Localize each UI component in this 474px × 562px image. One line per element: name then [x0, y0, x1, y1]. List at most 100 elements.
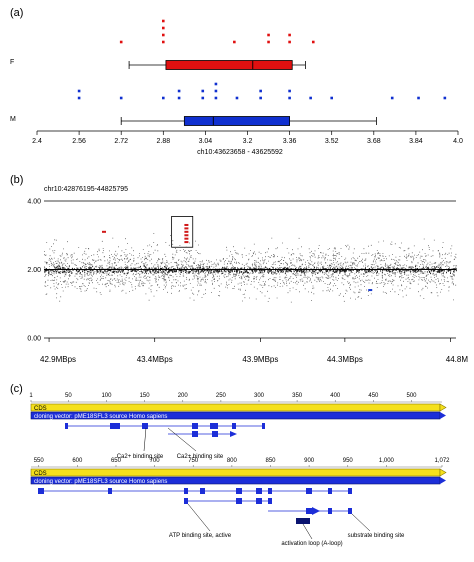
feature-arrow: [230, 431, 237, 437]
panel-a-label: (a): [10, 7, 23, 19]
feature-exon: [236, 488, 242, 494]
sequence-track: 1 50 100 150 200 250 300 350 400 450 500CDScloning…: [29, 393, 447, 460]
data-point: [214, 96, 218, 100]
data-point: [235, 96, 239, 100]
panel-c: (c) 1 50 100 150 200 250 300 350 400 450 500CDSclo…: [10, 383, 450, 547]
cds-label: CDS: [34, 406, 47, 412]
x-axis-title: ch10:43623658 - 43625592: [197, 149, 283, 156]
data-point: [288, 89, 291, 93]
panel-c-label: (c): [10, 383, 23, 395]
ruler-label: 950: [343, 458, 354, 464]
feature-exon: [38, 488, 44, 494]
ruler-label: 900: [304, 458, 315, 464]
data-point: [119, 96, 123, 100]
ruler-label: 450: [368, 393, 379, 399]
box-groups: [77, 19, 447, 126]
annotation-leader: [302, 523, 313, 540]
x-tick-label: 42.9MBps: [40, 355, 76, 364]
box-group-m: [77, 82, 447, 126]
x-tick-label: 3.2: [243, 138, 253, 145]
ruler-label: 150: [140, 393, 151, 399]
feature-exon: [268, 498, 272, 504]
x-tick-label: 2.88: [156, 138, 170, 145]
feature-exon: [108, 488, 112, 494]
feature-exon: [192, 423, 198, 429]
data-point: [77, 89, 81, 93]
ruler-label: 400: [330, 393, 341, 399]
feature-exon: [200, 488, 205, 494]
x-tick-label: 3.84: [409, 138, 423, 145]
box: [165, 60, 293, 70]
data-point: [259, 96, 262, 100]
y-tick-label: 4.00: [27, 199, 41, 206]
feature-exon: [210, 423, 218, 429]
feature-exon: [328, 488, 332, 494]
data-point: [288, 40, 291, 44]
x-tick-label: 4.0: [453, 138, 463, 145]
x-tick-label: 44.8M: [446, 355, 469, 364]
x-axis-ticks: 2.4 2.56 2.72 2.88 3.04 3.2 3.36 3.52 3.68 3.84 4.…: [32, 131, 463, 145]
ruler-label: 650: [111, 458, 122, 464]
cds-bar: [30, 403, 441, 412]
ruler-label: 50: [65, 393, 72, 399]
red-mark: [184, 237, 189, 240]
annotation-label: Ca2+ binding site: [117, 454, 164, 460]
blue-mark: [368, 289, 373, 292]
red-mark: [184, 227, 189, 230]
data-point: [267, 33, 270, 37]
feature-exon: [256, 498, 262, 504]
ruler-label: 100: [101, 393, 112, 399]
data-point: [214, 82, 218, 86]
ruler-label: 350: [292, 393, 303, 399]
data-point: [201, 89, 205, 93]
red-mark: [184, 230, 189, 233]
panel-b: (b) chr10:42876195-44825795 0.00 2.00 4.00…: [10, 174, 468, 364]
ruler-label: 1: [29, 393, 33, 399]
annotation-label: activation loop (A-loop): [281, 541, 342, 547]
annotation-label: substrate binding site: [348, 533, 405, 539]
data-point: [443, 96, 447, 100]
ruler-label: 850: [265, 458, 276, 464]
data-point: [119, 40, 123, 44]
feature-exon: [236, 498, 242, 504]
ruler-label: 300: [254, 393, 265, 399]
annotation-label: Ca2+ binding site: [177, 454, 224, 460]
x-tick-label: 3.04: [199, 138, 213, 145]
x-axis-ticks: 42.9MBps 43.4MBps 43.9MBps 44.3MBps 44.8M: [40, 338, 468, 364]
feature-exon: [110, 423, 120, 429]
data-point: [201, 96, 205, 100]
sequence-tracks: 1 50 100 150 200 250 300 350 400 450 500CDScloning…: [29, 393, 450, 547]
red-mark: [184, 234, 189, 237]
x-tick-label: 2.72: [114, 138, 128, 145]
plot-title: chr10:42876195-44825795: [44, 186, 128, 193]
data-point: [288, 33, 291, 37]
cds-bar: [30, 468, 441, 477]
data-point: [267, 40, 270, 44]
y-tick-label: 2.00: [27, 267, 41, 274]
cds-arrow: [439, 403, 447, 412]
data-point: [162, 96, 165, 100]
feature-exon: [232, 423, 236, 429]
data-point: [214, 89, 218, 93]
ruler-label: 600: [72, 458, 83, 464]
ruler-label: 500: [406, 393, 417, 399]
vector-arrow: [440, 412, 446, 419]
vector-arrow: [440, 477, 446, 484]
feature-exon: [296, 518, 310, 524]
red-mark: [184, 223, 189, 226]
sequence-track: 550 600 650 700 750 800 850 900 950 1,000 1,072 CDS…: [30, 458, 450, 547]
data-point: [162, 33, 165, 37]
data-point: [288, 96, 291, 100]
x-tick-label: 43.9MBps: [242, 355, 278, 364]
x-tick-label: 44.3MBps: [327, 355, 363, 364]
group-label-m: M: [10, 116, 16, 123]
highlight-box: [171, 216, 194, 248]
panel-b-label: (b): [10, 174, 23, 186]
data-point: [390, 96, 394, 100]
box-group-f: [119, 19, 315, 70]
feature-exon: [65, 423, 68, 429]
point-cloud: [44, 233, 457, 303]
baseline-dense-points: [44, 265, 457, 276]
highlight-marks: [102, 216, 373, 292]
